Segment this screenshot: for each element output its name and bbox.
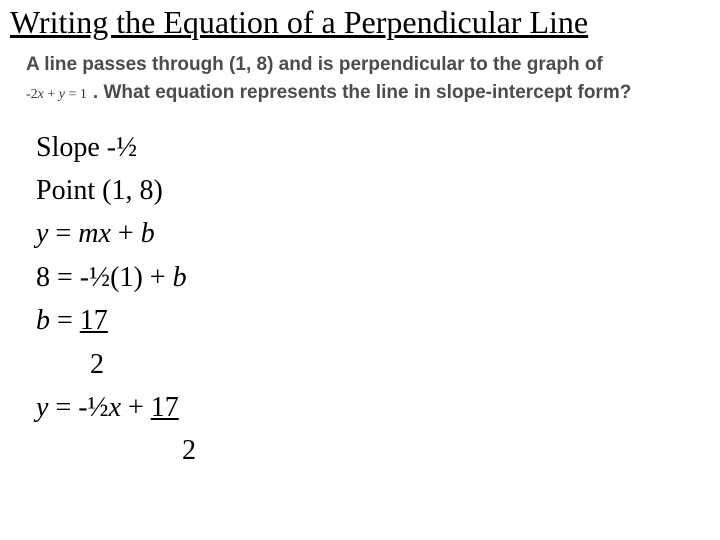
var-b-3: b [36, 305, 50, 336]
problem-line-1: A line passes through (1, 8) and is perp… [26, 53, 710, 78]
work-line-sub: 8 = -½(1) + b [36, 256, 710, 299]
work-line-answer-denom: 2 [36, 429, 710, 472]
var-b-2: b [173, 262, 187, 293]
var-y: y [36, 218, 48, 249]
problem-statement: A line passes through (1, 8) and is perp… [26, 53, 710, 104]
txt-ans-mid: = -½ [48, 392, 108, 423]
work-line-point: Point (1, 8) [36, 169, 710, 212]
var-b: b [141, 218, 155, 249]
problem-line-2: -2x + y = 1 . What equation represents t… [26, 82, 710, 104]
eq-suffix: = 1 [65, 87, 87, 102]
given-equation: -2x + y = 1 [26, 87, 87, 103]
eq-mid: + [44, 87, 59, 102]
worked-solution: Slope -½ Point (1, 8) y = mx + b 8 = -½(… [36, 126, 710, 473]
work-line-answer: y = -½x + 17 [36, 386, 710, 429]
var-mx: mx [78, 218, 111, 249]
txt-plus: + [111, 218, 141, 249]
work-line-b-solve: b = 17 [36, 299, 710, 342]
txt-plus-2: + [121, 392, 151, 423]
frac-top-17: 17 [80, 305, 108, 336]
work-line-b-denom: 2 [36, 343, 710, 386]
txt-eq-2: = [50, 305, 80, 336]
var-y-2: y [36, 392, 48, 423]
txt-sub-pre: 8 = -½(1) + [36, 262, 173, 293]
page-title: Writing the Equation of a Perpendicular … [10, 4, 710, 41]
frac-top-17b: 17 [151, 392, 179, 423]
problem-line-2-rest: . What equation represents the line in s… [93, 82, 631, 104]
work-line-formula: y = mx + b [36, 212, 710, 255]
eq-prefix: -2 [26, 87, 38, 102]
work-line-slope: Slope -½ [36, 126, 710, 169]
var-x-2: x [109, 392, 121, 423]
txt-eq: = [48, 218, 78, 249]
